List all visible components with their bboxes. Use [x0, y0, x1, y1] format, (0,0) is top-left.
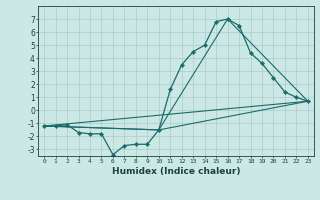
X-axis label: Humidex (Indice chaleur): Humidex (Indice chaleur) [112, 167, 240, 176]
